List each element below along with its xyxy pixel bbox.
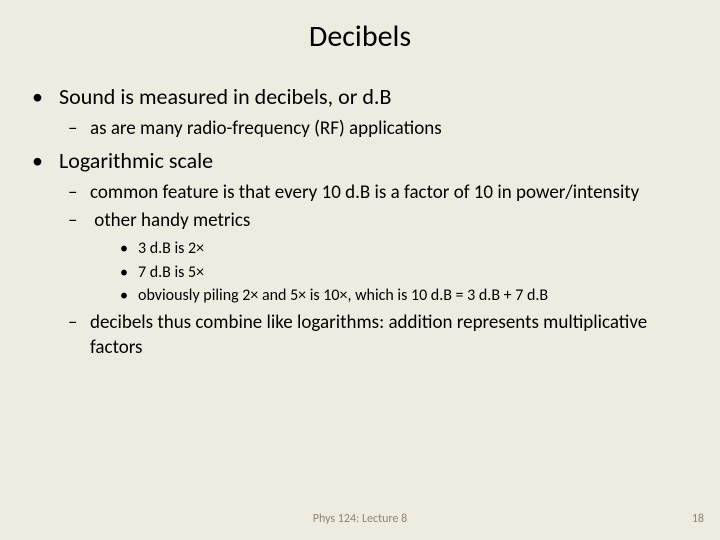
bullet-text: common feature is that every 10 d.B is a… xyxy=(90,181,639,204)
bullet-text: decibels thus combine like logarithms: a… xyxy=(90,311,647,359)
bullet-sublist: 3 d.B is 2× 7 d.B is 5× obviously piling… xyxy=(120,238,690,307)
bullet-sublist: as are many radio-frequency (RF) applica… xyxy=(68,117,690,142)
bullet-sublist: common feature is that every 10 d.B is a… xyxy=(68,181,690,361)
bullet-lvl1: Sound is measured in decibels, or d.B as… xyxy=(30,83,690,141)
bullet-lvl2: as are many radio-frequency (RF) applica… xyxy=(68,117,690,142)
bullet-lvl2: common feature is that every 10 d.B is a… xyxy=(68,181,690,206)
bullet-text: Logarithmic scale xyxy=(59,147,213,174)
bullet-text: as are many radio-frequency (RF) applica… xyxy=(90,117,442,140)
page-number: 18 xyxy=(692,512,704,526)
bullet-text: obviously piling 2× and 5× is 10×, which… xyxy=(138,286,548,305)
slide: Decibels Sound is measured in decibels, … xyxy=(0,0,720,360)
bullet-text: 7 d.B is 5× xyxy=(138,263,204,282)
bullet-lvl3: 7 d.B is 5× xyxy=(120,262,690,284)
bullet-lvl3: 3 d.B is 2× xyxy=(120,238,690,260)
bullet-list: Sound is measured in decibels, or d.B as… xyxy=(30,83,690,360)
bullet-lvl2: other handy metrics 3 d.B is 2× 7 d.B is… xyxy=(68,209,690,306)
bullet-lvl2: decibels thus combine like logarithms: a… xyxy=(68,311,690,360)
bullet-text: Sound is measured in decibels, or d.B xyxy=(59,83,391,110)
bullet-text: other handy metrics xyxy=(94,209,250,232)
bullet-lvl1: Logarithmic scale common feature is that… xyxy=(30,147,690,360)
bullet-text: 3 d.B is 2× xyxy=(138,239,204,258)
slide-title: Decibels xyxy=(30,18,690,55)
bullet-lvl3: obviously piling 2× and 5× is 10×, which… xyxy=(120,285,690,307)
footer-center: Phys 124: Lecture 8 xyxy=(0,512,720,526)
